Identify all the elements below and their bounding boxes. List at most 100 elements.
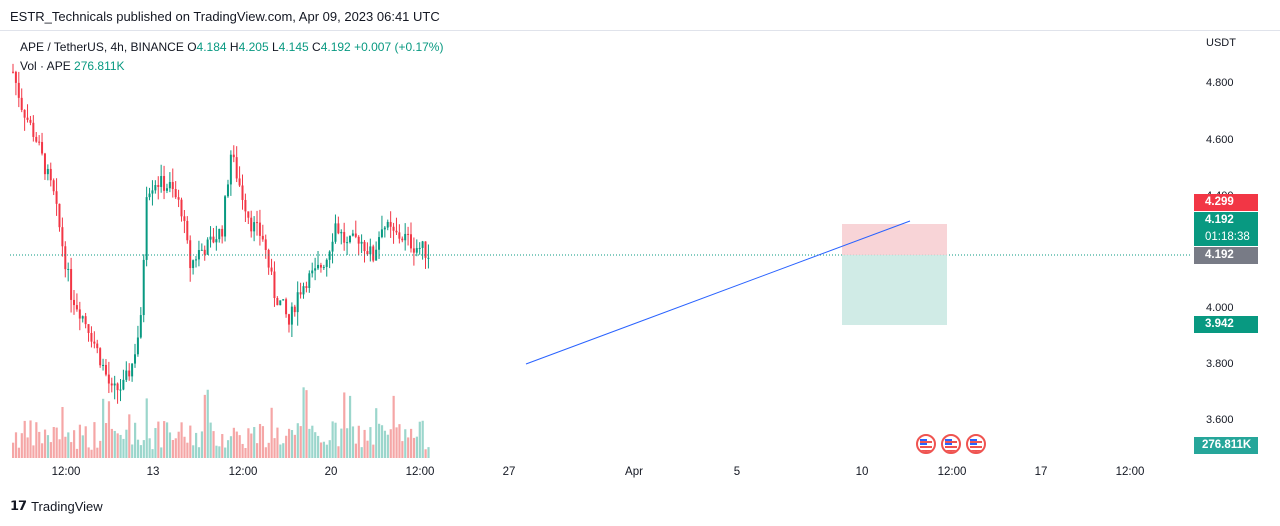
volume-bar bbox=[282, 443, 285, 458]
legend-volume-value: 276.811K bbox=[74, 59, 125, 73]
candle bbox=[302, 282, 305, 299]
volume-bar bbox=[81, 435, 84, 458]
candle bbox=[180, 197, 183, 222]
volume-bar bbox=[107, 401, 111, 458]
volume-bar bbox=[14, 432, 18, 458]
candle bbox=[276, 296, 279, 306]
candle bbox=[145, 186, 148, 267]
candle bbox=[296, 281, 299, 326]
candle bbox=[206, 237, 209, 255]
candle bbox=[186, 216, 189, 244]
candle bbox=[253, 216, 256, 242]
candle bbox=[61, 217, 64, 257]
candle bbox=[87, 324, 90, 342]
candle bbox=[285, 297, 288, 318]
candle bbox=[354, 220, 357, 239]
volume-bar bbox=[244, 447, 247, 458]
flag-us-icon[interactable] bbox=[916, 434, 936, 454]
candle bbox=[64, 241, 67, 278]
candle bbox=[12, 63, 14, 74]
volume-bar bbox=[238, 435, 241, 458]
candle bbox=[273, 261, 276, 307]
volume-bar bbox=[157, 421, 160, 458]
volume-bar bbox=[163, 421, 166, 458]
tradingview-logo[interactable]: 𝟭𝟳 TradingView bbox=[10, 498, 103, 514]
volume-bar bbox=[424, 449, 427, 458]
candle bbox=[209, 226, 212, 248]
candle bbox=[270, 258, 273, 276]
candle bbox=[55, 178, 58, 216]
candle bbox=[279, 300, 282, 306]
volume-bar bbox=[250, 433, 253, 458]
flag-us-icon[interactable] bbox=[941, 434, 961, 454]
candle bbox=[102, 358, 105, 371]
volume-bar bbox=[58, 439, 61, 458]
volume-bar bbox=[427, 447, 430, 458]
volume-bar bbox=[395, 427, 398, 458]
candle bbox=[148, 187, 151, 201]
header-divider bbox=[0, 30, 1280, 31]
volume-bar bbox=[110, 428, 113, 458]
y-tick: 4.000 bbox=[1206, 302, 1234, 314]
volume-layer bbox=[12, 387, 430, 458]
volume-bar bbox=[41, 443, 44, 458]
candle bbox=[261, 224, 264, 242]
volume-bar bbox=[104, 423, 108, 458]
volume-bar bbox=[296, 423, 299, 458]
y-tick: 3.600 bbox=[1206, 414, 1234, 426]
volume-bar bbox=[264, 447, 267, 458]
volume-bar bbox=[128, 414, 131, 458]
x-tick: 20 bbox=[324, 466, 338, 478]
legend-close-value: 4.192 bbox=[320, 40, 351, 54]
volume-bar bbox=[380, 425, 384, 458]
volume-bar bbox=[343, 392, 346, 458]
volume-bar bbox=[360, 447, 363, 458]
candle bbox=[322, 264, 325, 270]
volume-bar bbox=[52, 427, 55, 458]
volume-bar bbox=[186, 442, 189, 458]
volume-bar bbox=[354, 443, 357, 458]
price-chart[interactable] bbox=[0, 31, 1190, 461]
candle bbox=[73, 290, 76, 315]
volume-bar bbox=[23, 420, 26, 458]
volume-bar bbox=[398, 424, 401, 458]
volume-bar bbox=[314, 432, 317, 458]
candle bbox=[96, 339, 99, 354]
volume-bar bbox=[154, 428, 157, 458]
candle bbox=[212, 228, 215, 244]
volume-bar bbox=[317, 435, 320, 458]
candle bbox=[110, 377, 113, 393]
legend-high-value: 4.205 bbox=[238, 40, 269, 54]
volume-bar bbox=[418, 421, 421, 458]
candle bbox=[151, 180, 154, 206]
legend-symbol[interactable]: APE / TetherUS, 4h, BINANCE bbox=[20, 40, 184, 54]
volume-bar bbox=[322, 441, 326, 458]
volume-bar bbox=[113, 430, 116, 458]
candle bbox=[177, 189, 180, 208]
volume-bar bbox=[38, 431, 41, 458]
volume-bar bbox=[49, 442, 52, 458]
candle bbox=[229, 150, 232, 196]
candle bbox=[99, 347, 102, 368]
volume-bar bbox=[290, 430, 294, 458]
x-tick: 12:00 bbox=[1115, 466, 1145, 478]
volume-bar bbox=[99, 440, 102, 458]
candle bbox=[317, 250, 320, 270]
volume-bar bbox=[209, 422, 212, 458]
volume-bar bbox=[404, 429, 407, 458]
candle bbox=[357, 235, 360, 256]
candle bbox=[203, 245, 206, 261]
volume-bar bbox=[32, 445, 35, 458]
flag-us-icon[interactable] bbox=[966, 434, 986, 454]
volume-bar bbox=[421, 420, 424, 458]
legend-open-label: O bbox=[187, 40, 197, 54]
legend-volume-label[interactable]: Vol · APE bbox=[20, 59, 71, 73]
volume-bar bbox=[328, 440, 331, 458]
candle bbox=[351, 229, 354, 237]
candle bbox=[348, 235, 351, 244]
volume-bar bbox=[241, 443, 244, 458]
volume-bar bbox=[340, 428, 343, 458]
candle bbox=[337, 216, 340, 235]
entry-price-tag: 4.192 bbox=[1194, 247, 1258, 264]
candle bbox=[58, 203, 61, 232]
